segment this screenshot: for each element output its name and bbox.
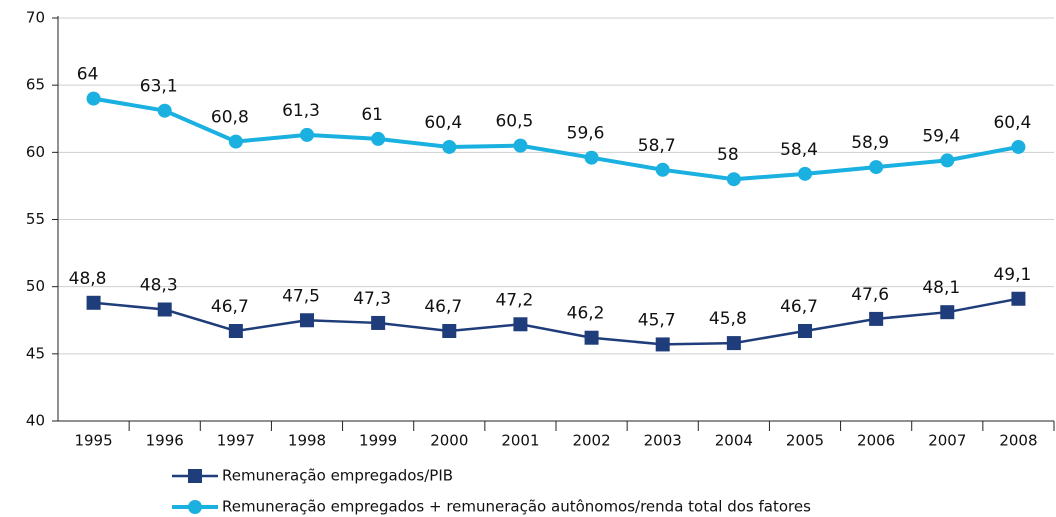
value-label: 47,3 [353, 289, 391, 309]
point [869, 160, 884, 175]
point [513, 317, 528, 332]
value-label: 46,7 [211, 297, 249, 317]
x-tick-label: 2002 [572, 432, 610, 450]
point [726, 336, 741, 351]
point [1011, 291, 1026, 306]
point [86, 295, 101, 310]
point [157, 302, 172, 317]
x-tick-label: 2006 [857, 432, 895, 450]
value-label: 58,9 [851, 133, 889, 153]
value-label: 59,4 [922, 126, 960, 146]
point [655, 162, 670, 177]
x-tick-label: 2004 [715, 432, 753, 450]
point [157, 103, 172, 118]
point [228, 323, 243, 338]
y-tick-label: 45 [26, 344, 45, 362]
y-tick-label: 60 [26, 143, 45, 161]
point [584, 330, 599, 345]
point [869, 311, 884, 326]
point [300, 127, 314, 142]
value-label: 60,4 [424, 113, 462, 133]
value-label: 60,4 [993, 113, 1031, 133]
x-tick-label: 1999 [359, 432, 397, 450]
x-tick-label: 1996 [146, 432, 184, 450]
point [940, 153, 955, 168]
x-tick-label: 1997 [217, 432, 255, 450]
value-label: 45,7 [638, 310, 676, 330]
point [798, 166, 812, 181]
value-label: 48,8 [69, 269, 107, 289]
value-label: 46,7 [780, 297, 818, 317]
x-tick-label: 2008 [999, 432, 1037, 450]
value-label: 64 [77, 65, 99, 85]
value-label: 49,1 [993, 265, 1031, 285]
value-label: 60,8 [211, 108, 249, 128]
x-tick-label: 2005 [786, 432, 824, 450]
point [798, 323, 812, 338]
legend-label: Remuneração empregados + remuneração aut… [222, 498, 811, 516]
value-label: 61,3 [282, 101, 320, 121]
legend-label: Remuneração empregados/PIB [222, 467, 453, 485]
point [300, 313, 314, 328]
value-label: 58,4 [780, 140, 818, 160]
x-tick-label: 2001 [501, 432, 539, 450]
value-label: 58,7 [638, 136, 676, 156]
x-tick-label: 2003 [644, 432, 682, 450]
value-label: 45,8 [709, 309, 747, 329]
value-label: 46,2 [567, 304, 605, 324]
y-tick-label: 70 [26, 9, 45, 27]
value-label: 48,3 [140, 276, 178, 296]
value-label: 46,7 [424, 297, 462, 317]
value-label: 47,6 [851, 285, 889, 305]
point [584, 150, 599, 165]
value-label: 47,2 [495, 290, 533, 310]
value-label: 59,6 [567, 124, 605, 144]
point [940, 305, 955, 320]
value-label: 60,5 [495, 112, 533, 132]
value-label: 61 [361, 105, 383, 125]
point [86, 91, 101, 106]
y-tick-label: 55 [26, 210, 45, 228]
point [371, 131, 386, 146]
value-label: 58 [717, 145, 739, 165]
value-label: 48,1 [922, 278, 960, 298]
value-label: 63,1 [140, 77, 178, 97]
point [442, 139, 457, 154]
x-tick-label: 2000 [430, 432, 468, 450]
point [371, 315, 386, 330]
y-tick-label: 40 [26, 412, 45, 430]
y-tick-label: 50 [26, 277, 45, 295]
point [228, 134, 243, 149]
legend-marker [188, 500, 202, 514]
series-line [93, 297, 1019, 346]
point [513, 138, 528, 153]
legend-marker [188, 469, 202, 483]
point [726, 172, 741, 187]
point [442, 323, 457, 338]
x-tick-label: 1995 [74, 432, 112, 450]
x-tick-label: 2007 [928, 432, 966, 450]
value-label: 47,5 [282, 286, 320, 306]
point [655, 337, 670, 352]
point [1011, 139, 1026, 154]
series-line [93, 96, 1019, 182]
y-tick-label: 65 [26, 76, 45, 94]
x-tick-label: 1998 [288, 432, 326, 450]
